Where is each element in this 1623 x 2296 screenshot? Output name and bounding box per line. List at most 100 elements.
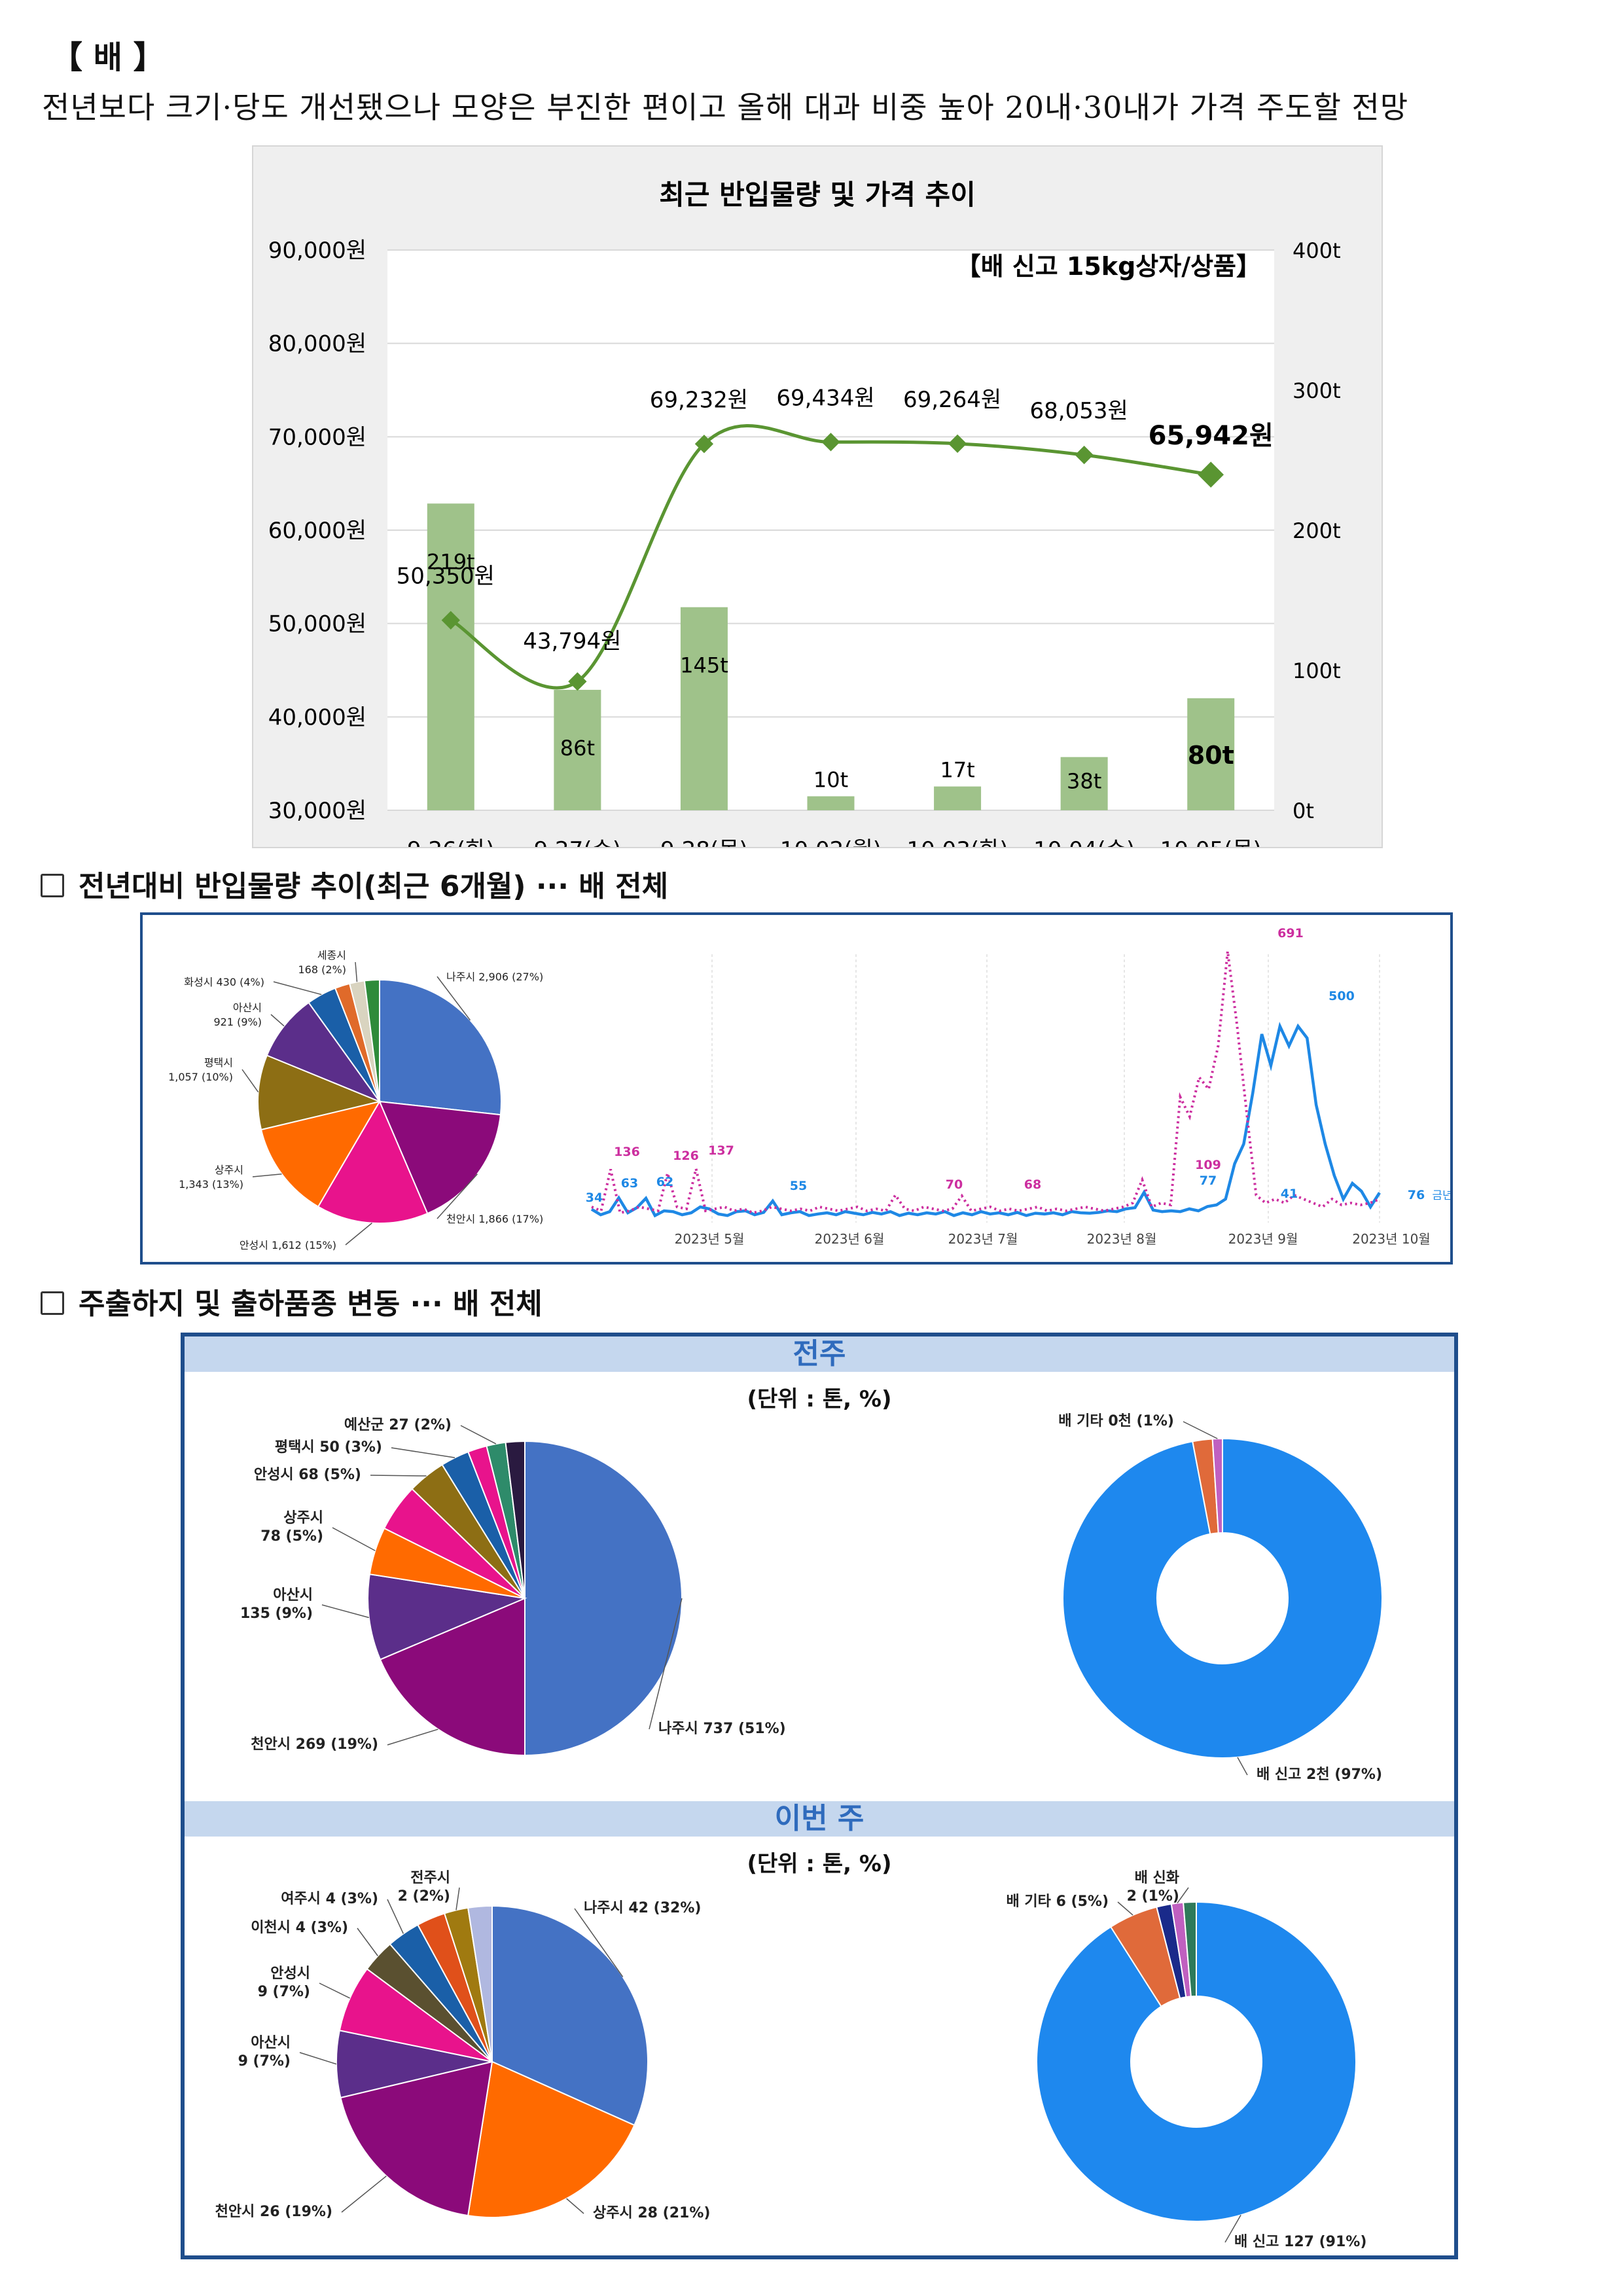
pie-leader-line: [332, 1527, 376, 1551]
pie-slice-label: 2 (2%): [398, 1888, 450, 1905]
pie-leader-line: [574, 1908, 624, 1977]
pie-leader-line: [319, 1982, 351, 1999]
curr-week-unit: (단위 : 톤, %): [747, 1851, 892, 1877]
pie-slice-label: 나주시 737 (51%): [658, 1721, 786, 1737]
pie-leader-line: [1117, 1901, 1133, 1916]
pie-slice-label: 배 신화: [1135, 1870, 1179, 1886]
pie-slice-label: 아산시: [273, 1587, 313, 1604]
pie-slice-label: 천안시 269 (19%): [251, 1736, 378, 1753]
volume-trend-line-chart: 2023년 5월 2023년 6월 2023년 7월 2023년 8월 2023년 9월…: [586, 926, 1453, 1247]
pie-slice: [266, 1001, 382, 1103]
prev-week-variety-donut: 배 신고 2천 (97%) 배 기타 0천 (1%): [1058, 1413, 1383, 1783]
pie-slice: [363, 978, 380, 1102]
price-label: 69,434원: [776, 385, 874, 411]
pie-slice-label: 상주시 28 (21%): [593, 2205, 710, 2221]
volume-bar-label: 17t: [940, 758, 974, 783]
trend-point-label: 55: [790, 1179, 807, 1193]
pie-slice-label: 이천시 4 (3%): [251, 1920, 348, 1936]
trend-point-label: 41: [1281, 1187, 1298, 1201]
pie-slice-label: 천안시 1,866 (17%): [446, 1213, 543, 1225]
prev-week-unit: (단위 : 톤, %): [747, 1386, 892, 1412]
pie-slice: [338, 1967, 493, 2062]
pie-leader-line: [649, 1598, 683, 1730]
pie-slice-label: 안성시 1,612 (15%): [240, 1239, 336, 1251]
headline: 전년보다 크기·당도 개선됐으나 모양은 부진한 편이고 올해 대과 비중 높아…: [42, 90, 1409, 125]
pie-leader-line: [355, 961, 358, 982]
left-tick-label: 50,000원: [268, 611, 366, 637]
trend-point-label: 63: [621, 1176, 638, 1191]
pie-slice-label: 78 (5%): [260, 1528, 323, 1545]
pie-slice: [1211, 1437, 1223, 1534]
chart-title: 최근 반입물량 및 가격 추이: [659, 179, 976, 211]
price-marker: [821, 433, 840, 452]
pie-slice-label: 배 기타 6 (5%): [1007, 1893, 1109, 1910]
pie-slice: [367, 1573, 527, 1660]
trend-point-label: 126: [673, 1149, 699, 1163]
pie-leader-line: [387, 1899, 404, 1934]
volume-bar-label: 38t: [1067, 769, 1101, 794]
pie-slice-label: 예산군 27 (2%): [344, 1417, 452, 1433]
price-label: 43,794원: [523, 628, 621, 655]
pie-leader-line: [357, 1928, 378, 1956]
month-label: 2023년 5월: [675, 1231, 745, 1247]
pie-slice: [379, 1597, 526, 1757]
trend-point-label: 68: [1024, 1177, 1041, 1192]
price-label: 50,350원: [397, 564, 495, 590]
right-tick-label: 400t: [1293, 238, 1341, 263]
pie-slice-label: 921 (9%): [214, 1016, 262, 1028]
price-marker: [1075, 445, 1094, 465]
pie-leader-line: [273, 981, 322, 996]
product-label: 【배 신고 15kg상자/상품】: [956, 252, 1261, 281]
pie-slice-label: 천안시 26 (19%): [215, 2204, 332, 2220]
pie-leader-line: [391, 1447, 455, 1458]
pie-slice: [257, 1054, 382, 1131]
right-tick-label: 0t: [1293, 798, 1314, 823]
section2-heading-text: 전년대비 반입물량 추이(최근 6개월) ··· 배 전체: [79, 870, 669, 903]
pie-slice-label: 1,343 (13%): [179, 1178, 243, 1191]
pie-leader-line: [1177, 1887, 1189, 1904]
bar-series: 219t 86t 145t 10t 17t 38t 80t: [427, 503, 1235, 810]
line-series: 50,350원 43,794원 69,232원 69,434원 69,264원 68,05…: [397, 385, 1274, 691]
section2-heading: 전년대비 반입물량 추이(최근 6개월) ··· 배 전체: [41, 863, 668, 905]
price-volume-chart: 최근 반입물량 및 가격 추이 219t 86t 145t 10t 17t 38t 80t …: [252, 145, 1383, 863]
volume-bar-label: 10t: [813, 768, 848, 793]
pie-slice: [1062, 1437, 1383, 1759]
six-month-panel-svg: 나주시 2,906 (27%) 천안시 1,866 (17%) 안성시 1,612 …: [168, 926, 1453, 1251]
pie-slice: [505, 1440, 526, 1599]
volume-bar: [1187, 698, 1235, 810]
pie-slice-label: 상주시: [215, 1164, 243, 1176]
trend-point-label: 62: [656, 1175, 673, 1189]
pie-slice-label: 아산시: [251, 2035, 291, 2051]
volume-bar-label: 219t: [427, 549, 475, 574]
left-tick-label: 60,000원: [268, 518, 366, 544]
volume-bar: [1060, 757, 1108, 810]
pie-slice-label: 1,057 (10%): [168, 1071, 233, 1083]
right-tick-label: 100t: [1293, 658, 1341, 683]
pie-leader-line: [345, 1223, 372, 1246]
volume-bar: [427, 503, 474, 810]
category-label: 10.02(월): [780, 837, 882, 847]
category-label: 10.04(수): [1033, 837, 1135, 847]
pie-leader-line: [460, 1425, 497, 1444]
pie-slice: [379, 978, 502, 1116]
pie-slice-label: 배 기타 0천 (1%): [1058, 1413, 1174, 1429]
section3-heading: 주출하지 및 출하품종 변동 ··· 배 전체: [41, 1280, 543, 1322]
pie-leader-line: [341, 2176, 387, 2213]
price-marker: [1198, 461, 1224, 488]
pie-slice-label: 아산시: [233, 1001, 262, 1014]
right-tick-label: 200t: [1293, 518, 1341, 543]
origin-variety-panel: 전주 (단위 : 톤, %) 이번 주 (단위 : 톤, %) 나주시 737 …: [181, 1333, 1458, 2259]
pie-leader-line: [1237, 1757, 1248, 1776]
section-title: 【 배 】: [51, 39, 165, 76]
left-tick-label: 80,000원: [268, 331, 366, 357]
left-tick-label: 90,000원: [268, 238, 366, 264]
category-label: 9.27(수): [534, 837, 622, 847]
trend-point-label: 691: [1277, 926, 1304, 941]
chart-grid: [387, 249, 1274, 811]
month-label: 2023년 10월: [1352, 1231, 1431, 1247]
volume-bar: [807, 796, 855, 810]
category-label: 9.26(화): [407, 837, 495, 847]
current-year-line: [590, 1022, 1381, 1218]
pie-leader-line: [241, 1069, 259, 1092]
month-label: 2023년 9월: [1228, 1231, 1298, 1247]
